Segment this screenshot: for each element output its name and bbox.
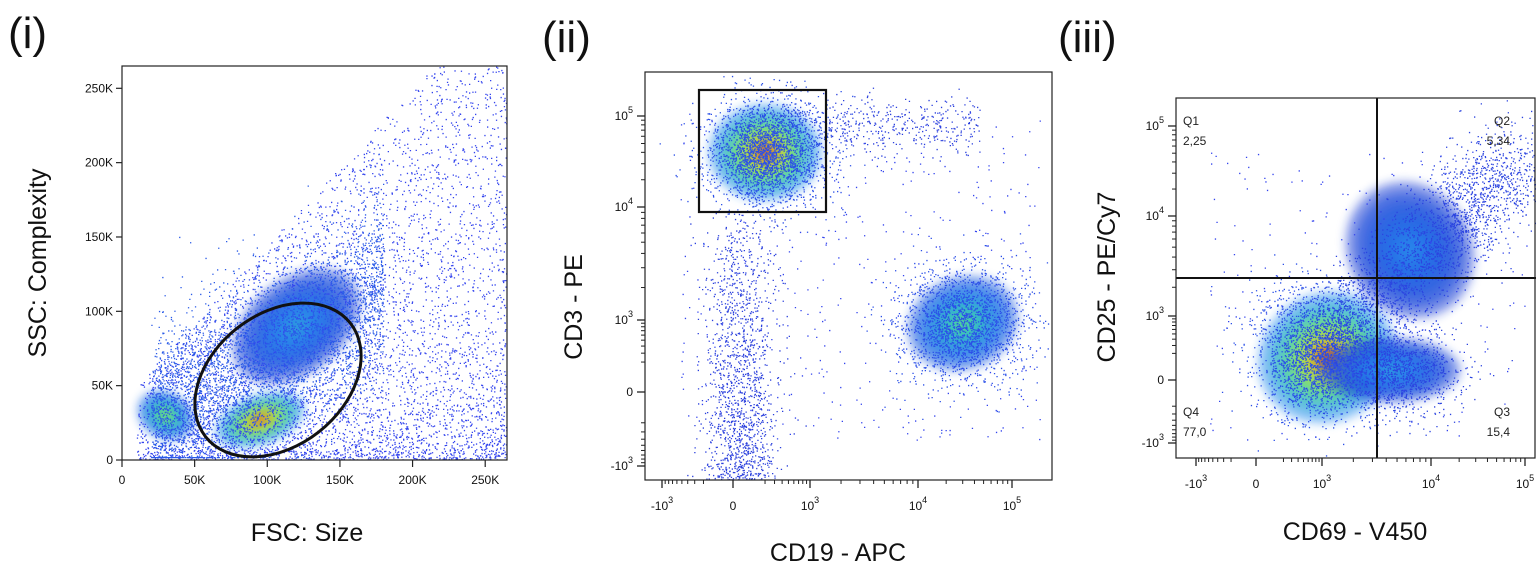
x-tick-label: 50K xyxy=(184,473,205,487)
panel-ii-frame xyxy=(644,71,1053,481)
panel-label-iii: (iii) xyxy=(1058,13,1117,62)
tick-label: 103 xyxy=(1313,473,1331,491)
tick-label: 103 xyxy=(801,495,819,513)
y-tick-label: 0 xyxy=(106,453,113,467)
tick-label: 104 xyxy=(1146,205,1164,223)
panel-iii-frame xyxy=(1175,97,1536,459)
rectangle-gate xyxy=(697,88,828,214)
quadrant-q1-value: 2,25 xyxy=(1183,134,1207,148)
quadrant-q3-id: Q3 xyxy=(1494,405,1510,419)
ellipse-gate xyxy=(193,301,363,459)
y-tick-label: 50K xyxy=(92,379,113,393)
x-tick-label: 150K xyxy=(326,473,354,487)
panel-label-i: (i) xyxy=(8,9,47,58)
tick-label: 103 xyxy=(615,309,633,327)
panel-i: (i) 0 50K 100K 150K 200K 250K 0 50K 100K 150K 200… xyxy=(8,9,508,547)
panel-i-y-axis: 0 50K 100K 150K 200K 250K xyxy=(85,81,122,467)
quadrant-q2-value: 5,34 xyxy=(1487,134,1511,148)
tick-label: 105 xyxy=(1003,495,1021,513)
panel-iii-y-axis: -103 0 103 104 105 xyxy=(1142,115,1176,450)
panel-i-x-axis: 0 50K 100K 150K 200K 250K xyxy=(119,460,499,487)
tick-label: 105 xyxy=(1146,115,1164,133)
tick-label: 105 xyxy=(615,105,633,123)
quadrant-q1-id: Q1 xyxy=(1183,114,1199,128)
event-dots xyxy=(687,208,807,480)
event-dots xyxy=(151,153,385,459)
tick-label: 104 xyxy=(909,495,927,513)
population-cloud xyxy=(285,316,307,336)
x-tick-label: 0 xyxy=(119,473,126,487)
x-tick-label: 100K xyxy=(253,473,281,487)
panel-ii-y-axis: -103 0 103 104 105 xyxy=(611,105,645,473)
tick-label: -103 xyxy=(651,495,673,513)
tick-label: 0 xyxy=(1253,477,1260,491)
panel-iii-y-title: CD25 - PE/Cy7 xyxy=(1093,192,1121,363)
tick-label: 104 xyxy=(1422,473,1440,491)
panel-label-ii: (ii) xyxy=(542,13,591,62)
y-tick-label: 100K xyxy=(85,304,113,318)
panel-iii-x-axis: -103 0 103 104 105 xyxy=(1185,458,1534,491)
tick-label: -103 xyxy=(1142,432,1164,450)
y-tick-label: 250K xyxy=(85,81,113,95)
event-dots xyxy=(1294,289,1513,437)
panel-iii-x-title: CD69 - V450 xyxy=(1283,518,1428,546)
event-dots xyxy=(866,233,1050,434)
panel-ii-x-title: CD19 - APC xyxy=(770,539,906,567)
panel-i-events xyxy=(136,66,507,460)
quadrant-q4-id: Q4 xyxy=(1183,405,1199,419)
panel-ii-events xyxy=(659,75,1050,480)
quadrant-q3-value: 15,4 xyxy=(1487,425,1511,439)
panel-iii: (iii) -103 0 103 104 105 -103 0 103 104 105 Q1 2… xyxy=(1058,13,1536,546)
quadrant-q4-value: 77,0 xyxy=(1183,425,1207,439)
panel-i-plot-area xyxy=(136,66,507,460)
tick-label: 0 xyxy=(730,499,737,513)
panel-iii-density xyxy=(1258,181,1475,423)
y-tick-label: 200K xyxy=(85,156,113,170)
quadrant-stats: Q1 2,25 Q2 5,34 Q3 15,4 Q4 77,0 xyxy=(1183,114,1510,439)
panel-ii-plot-area xyxy=(659,75,1050,480)
tick-label: 105 xyxy=(1516,473,1534,491)
panel-ii: (ii) -103 0 103 104 105 -103 0 103 104 105 CD19 … xyxy=(542,13,1053,567)
panel-i-y-title: SSC: Complexity xyxy=(24,168,52,357)
panel-ii-x-axis: -103 0 103 104 105 xyxy=(651,480,1021,513)
tick-label: 103 xyxy=(1146,305,1164,323)
panel-ii-y-title: CD3 - PE xyxy=(560,254,588,360)
event-dots xyxy=(136,66,507,460)
panel-i-x-title: FSC: Size xyxy=(251,519,364,547)
x-tick-label: 200K xyxy=(399,473,427,487)
tick-label: -103 xyxy=(611,455,633,473)
panel-iii-events xyxy=(1210,100,1536,457)
x-tick-label: 250K xyxy=(471,473,499,487)
tick-label: -103 xyxy=(1185,473,1207,491)
quadrant-q2-id: Q2 xyxy=(1494,114,1510,128)
panel-i-frame xyxy=(121,65,508,461)
tick-label: 0 xyxy=(1157,373,1164,387)
panel-iii-plot-area xyxy=(1176,98,1536,458)
tick-label: 104 xyxy=(615,196,633,214)
tick-label: 0 xyxy=(626,385,633,399)
population-double-positive xyxy=(1399,238,1421,262)
y-tick-label: 150K xyxy=(85,230,113,244)
